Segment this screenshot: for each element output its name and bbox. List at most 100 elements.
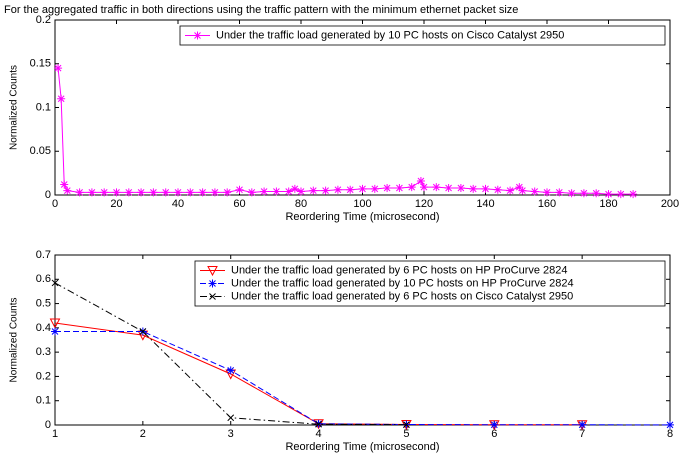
y-tick-label: 0 — [45, 189, 51, 201]
data-point — [54, 64, 63, 73]
data-point — [63, 186, 72, 195]
data-point — [260, 187, 269, 196]
data-point — [604, 190, 613, 199]
data-point — [515, 183, 524, 192]
y-tick-label: 0.2 — [36, 14, 51, 26]
data-point — [227, 414, 235, 422]
y-axis-label: Normalized Counts — [9, 297, 20, 382]
data-point — [346, 185, 355, 194]
data-point — [149, 188, 158, 197]
legend-label: Under the traffic load generated by 6 PC… — [231, 264, 568, 276]
x-tick-label: 80 — [295, 198, 307, 210]
x-tick-label: 2 — [140, 428, 146, 440]
data-point — [235, 185, 244, 194]
data-point — [432, 183, 441, 192]
chart-title: For the aggregated traffic in both direc… — [4, 4, 518, 16]
data-point — [629, 190, 638, 199]
data-point — [444, 184, 453, 192]
data-point — [112, 188, 121, 197]
series-line — [55, 331, 671, 426]
legend-marker — [209, 293, 216, 300]
data-point — [383, 184, 392, 192]
data-point — [284, 187, 293, 196]
x-tick-label: 100 — [353, 198, 371, 210]
plot-area — [54, 19, 671, 196]
y-tick-label: 0.1 — [36, 101, 51, 113]
x-tick-label: 8 — [667, 428, 673, 440]
data-point — [297, 187, 305, 196]
data-point — [223, 188, 232, 197]
data-point — [75, 188, 84, 197]
legend-marker — [193, 31, 202, 40]
data-point — [543, 188, 551, 197]
y-axis-label: Normalized Counts — [9, 65, 20, 150]
x-tick-label: 60 — [233, 198, 245, 210]
x-tick-label: 1 — [52, 428, 58, 440]
x-tick-label: 200 — [661, 198, 679, 210]
data-point — [247, 188, 256, 197]
data-point — [272, 187, 281, 196]
x-tick-label: 3 — [228, 428, 234, 440]
data-point — [481, 184, 490, 193]
legend-box — [194, 260, 666, 307]
y-tick-label: 0 — [45, 419, 51, 431]
data-point — [226, 366, 235, 375]
x-tick-label: 20 — [110, 198, 122, 210]
x-axis-label: Reordering Time (microsecond) — [285, 211, 439, 223]
data-point — [87, 188, 96, 197]
data-point — [51, 327, 59, 336]
data-point — [490, 420, 499, 429]
data-point — [456, 184, 465, 192]
legend-box — [179, 25, 666, 46]
x-tick-label: 160 — [538, 198, 556, 210]
data-point — [416, 177, 425, 185]
data-point — [407, 183, 416, 192]
data-point — [592, 189, 601, 198]
x-tick-label: 7 — [579, 428, 585, 440]
y-tick-label: 0.2 — [36, 370, 51, 382]
data-point — [321, 186, 330, 195]
x-tick-label: 180 — [599, 198, 617, 210]
data-point — [315, 420, 322, 428]
data-point — [186, 188, 195, 197]
data-point — [60, 180, 69, 189]
legend-marker — [207, 266, 218, 277]
data-point — [469, 184, 478, 193]
legend-marker — [208, 279, 217, 288]
y-tick-label: 0.05 — [30, 145, 51, 157]
y-tick-label: 0.15 — [30, 58, 51, 70]
data-point — [100, 188, 109, 197]
x-tick-label: 6 — [491, 428, 497, 440]
x-tick-label: 0 — [52, 198, 58, 210]
data-point — [518, 186, 527, 195]
data-point — [309, 186, 318, 195]
data-point — [666, 420, 674, 429]
y-tick-label: 0.6 — [36, 273, 51, 285]
data-point — [290, 184, 299, 193]
legend-label: Under the traffic load generated by 6 PC… — [231, 290, 573, 302]
data-point — [530, 187, 539, 196]
x-tick-label: 5 — [403, 428, 409, 440]
x-tick-label: 40 — [172, 198, 184, 210]
data-point — [210, 188, 219, 197]
data-point — [420, 183, 428, 192]
data-point — [395, 184, 404, 192]
legend-label: Under the traffic load generated by 10 P… — [231, 277, 574, 289]
y-tick-label: 0.3 — [36, 346, 51, 358]
data-point — [370, 184, 379, 193]
data-point — [333, 185, 342, 194]
x-tick-label: 4 — [316, 428, 322, 440]
y-tick-label: 0.5 — [36, 297, 51, 309]
x-tick-label: 120 — [415, 198, 433, 210]
data-point — [403, 421, 410, 429]
data-point — [174, 188, 182, 197]
data-point — [493, 185, 502, 194]
data-point — [51, 279, 59, 287]
data-point — [137, 188, 146, 197]
data-point — [124, 188, 133, 197]
data-point — [358, 184, 367, 193]
y-tick-label: 0.7 — [36, 249, 51, 261]
data-point — [161, 188, 170, 197]
